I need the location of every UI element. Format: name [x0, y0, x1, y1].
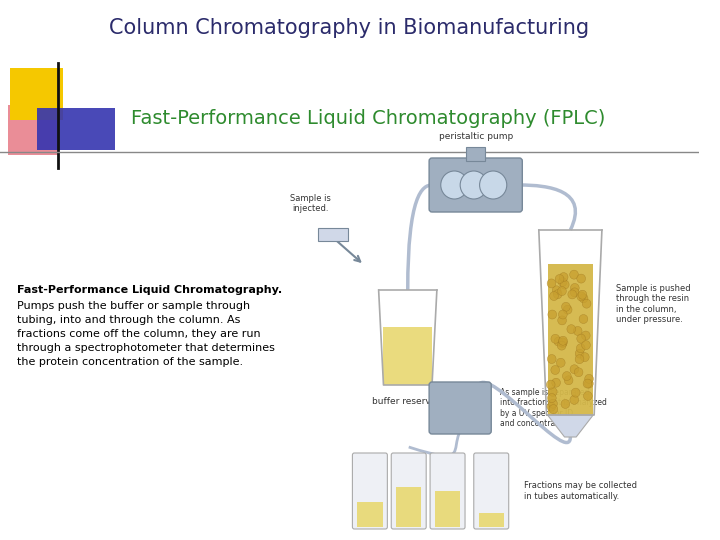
Circle shape	[562, 302, 570, 311]
Circle shape	[552, 286, 561, 295]
Bar	[357, 502, 382, 527]
Circle shape	[549, 399, 557, 408]
Bar	[37, 108, 114, 150]
Circle shape	[559, 336, 567, 345]
FancyBboxPatch shape	[429, 382, 491, 434]
Circle shape	[559, 273, 568, 281]
Bar	[384, 327, 432, 385]
Text: Fractions may be collected
in tubes automatically.: Fractions may be collected in tubes auto…	[524, 481, 637, 501]
Circle shape	[570, 395, 579, 404]
Text: the protein concentration of the sample.: the protein concentration of the sample.	[17, 357, 243, 367]
Circle shape	[547, 279, 556, 288]
Circle shape	[441, 171, 468, 199]
Text: As sample is separated
into fractions, it is analyzed
by a UV spec for ID
and co: As sample is separated into fractions, i…	[500, 388, 607, 428]
Circle shape	[573, 327, 582, 335]
Text: Fast-Performance Liquid Chromatography.: Fast-Performance Liquid Chromatography.	[17, 285, 283, 295]
FancyBboxPatch shape	[429, 158, 522, 212]
Bar	[435, 491, 460, 527]
Circle shape	[577, 344, 585, 353]
Text: tubing, into and through the column. As: tubing, into and through the column. As	[17, 315, 241, 325]
Circle shape	[571, 388, 580, 397]
Circle shape	[583, 392, 593, 401]
Bar	[479, 512, 504, 527]
Bar	[9, 68, 63, 120]
Circle shape	[460, 171, 487, 199]
Circle shape	[558, 278, 567, 286]
Text: Column Chromatography in Biomanufacturing: Column Chromatography in Biomanufacturin…	[109, 18, 590, 38]
Circle shape	[547, 402, 556, 411]
Circle shape	[583, 379, 592, 388]
Circle shape	[575, 349, 584, 358]
FancyBboxPatch shape	[430, 453, 465, 529]
Circle shape	[570, 284, 579, 293]
Circle shape	[585, 374, 593, 383]
Circle shape	[570, 288, 579, 297]
Circle shape	[549, 404, 558, 414]
Circle shape	[561, 400, 570, 408]
Circle shape	[547, 394, 557, 402]
Circle shape	[577, 292, 585, 301]
Circle shape	[577, 274, 585, 283]
Circle shape	[551, 334, 559, 343]
FancyBboxPatch shape	[352, 453, 387, 529]
Bar	[547, 264, 593, 415]
Circle shape	[552, 378, 560, 387]
Circle shape	[559, 338, 567, 347]
FancyBboxPatch shape	[474, 453, 509, 529]
Circle shape	[563, 305, 572, 314]
Bar	[318, 228, 348, 241]
FancyBboxPatch shape	[391, 453, 426, 529]
Circle shape	[554, 337, 563, 346]
Circle shape	[559, 310, 567, 319]
Circle shape	[480, 171, 507, 199]
Circle shape	[579, 294, 588, 303]
Text: fractions come off the column, they are run: fractions come off the column, they are …	[17, 329, 261, 339]
Circle shape	[575, 355, 584, 363]
Circle shape	[580, 353, 589, 362]
Circle shape	[558, 316, 567, 325]
Circle shape	[549, 292, 558, 301]
Circle shape	[557, 341, 566, 350]
Circle shape	[549, 387, 557, 396]
Circle shape	[570, 270, 578, 279]
Text: Sample is pushed
through the resin
in the column,
under pressure.: Sample is pushed through the resin in th…	[616, 284, 691, 324]
Circle shape	[560, 280, 569, 289]
Circle shape	[577, 334, 585, 343]
Circle shape	[575, 368, 583, 377]
Text: buffer reservoir: buffer reservoir	[372, 397, 443, 406]
Text: Pumps push the buffer or sample through: Pumps push the buffer or sample through	[17, 301, 251, 311]
Circle shape	[564, 376, 573, 385]
Circle shape	[547, 354, 556, 363]
Circle shape	[570, 364, 579, 374]
Circle shape	[558, 339, 567, 348]
Circle shape	[562, 372, 571, 381]
Polygon shape	[547, 415, 593, 437]
Circle shape	[582, 331, 590, 340]
Circle shape	[578, 290, 587, 299]
Bar	[8, 105, 58, 155]
Circle shape	[585, 379, 593, 388]
Circle shape	[567, 325, 575, 334]
Circle shape	[548, 310, 557, 319]
Circle shape	[554, 290, 562, 299]
Text: Sample is
injected.: Sample is injected.	[290, 194, 331, 213]
Circle shape	[568, 290, 577, 299]
Circle shape	[551, 366, 559, 375]
Text: UV
spec.: UV spec.	[446, 397, 474, 419]
Text: Fast-Performance Liquid Chromatography (FPLC): Fast-Performance Liquid Chromatography (…	[131, 109, 606, 127]
Circle shape	[546, 380, 555, 389]
Text: through a spectrophotometer that determines: through a spectrophotometer that determi…	[17, 343, 275, 353]
Circle shape	[555, 274, 564, 284]
Circle shape	[582, 341, 590, 349]
Circle shape	[557, 358, 565, 367]
Bar	[466, 147, 485, 161]
Circle shape	[579, 314, 588, 323]
Text: peristaltic pump: peristaltic pump	[438, 132, 513, 141]
Bar	[396, 488, 421, 527]
Circle shape	[582, 299, 591, 308]
Circle shape	[557, 287, 567, 295]
